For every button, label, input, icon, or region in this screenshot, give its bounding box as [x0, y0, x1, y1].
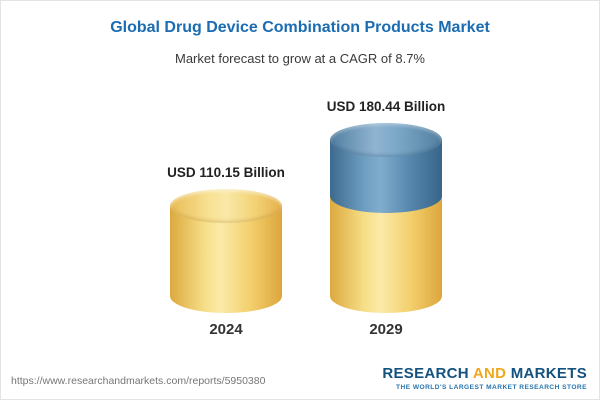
- research-and-markets-logo: RESEARCH AND MARKETS THE WORLD'S LARGEST…: [382, 366, 587, 392]
- bar-cylinder-2029: [330, 123, 442, 313]
- chart-title: Global Drug Device Combination Products …: [110, 19, 490, 36]
- cylinder-top-2024: [170, 189, 282, 223]
- logo-word-markets: MARKETS: [506, 365, 587, 382]
- logo-word-and: AND: [472, 365, 507, 382]
- cylinder-top-2029: [330, 123, 442, 157]
- bar-cylinder-2024: [170, 189, 282, 313]
- x-axis-label-2029: 2029: [369, 321, 403, 338]
- cylinder-body-2024: [170, 206, 282, 313]
- value-label-2029: USD 180.44 Billion: [326, 99, 446, 114]
- x-axis-label-2024: 2024: [209, 321, 243, 338]
- logo-tagline: THE WORLD'S LARGEST MARKET RESEARCH STOR…: [396, 384, 587, 391]
- value-label-2024: USD 110.15 Billion: [167, 165, 285, 180]
- logo-wordmark: RESEARCH AND MARKETS: [382, 366, 587, 382]
- report-url[interactable]: https://www.researchandmarkets.com/repor…: [11, 375, 266, 387]
- chart-subtitle: Market forecast to grow at a CAGR of 8.7…: [175, 51, 425, 66]
- logo-word-research: RESEARCH: [382, 365, 473, 382]
